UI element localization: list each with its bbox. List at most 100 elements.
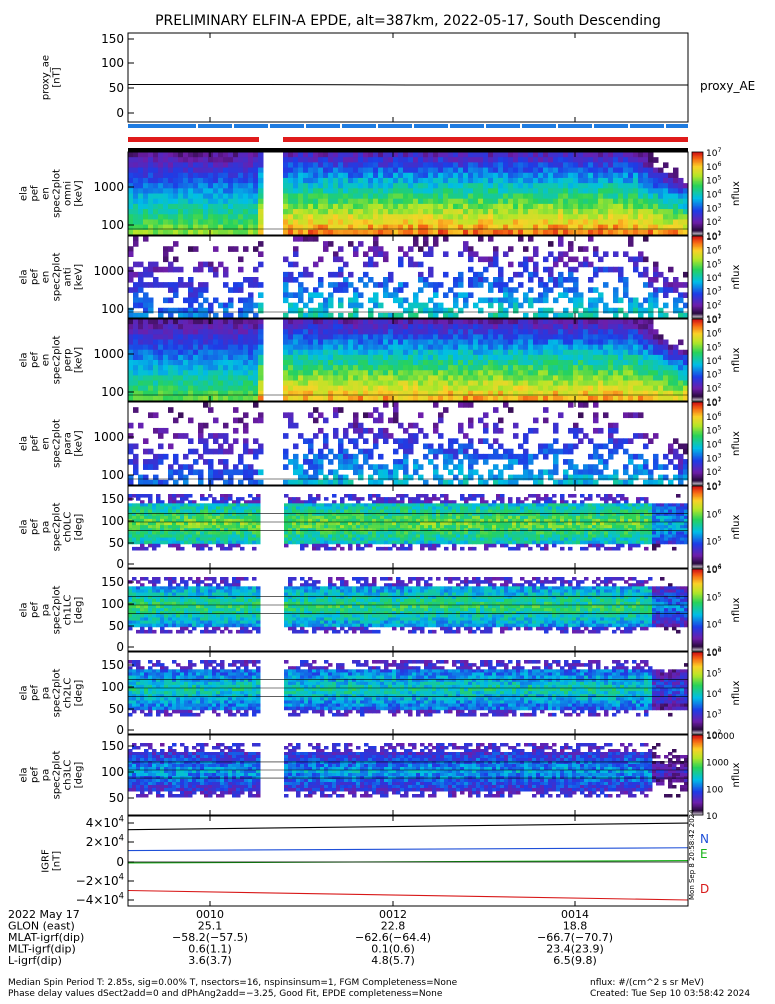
spectrogram-cell [298, 162, 304, 168]
spectrogram-cell [253, 282, 259, 288]
spectrogram-cell [388, 418, 394, 424]
spectrogram-cell [208, 370, 214, 376]
spectrogram-cell [513, 355, 519, 361]
spectrogram-cell [568, 241, 574, 247]
spectrogram-cell [253, 454, 259, 460]
spectrogram-cell [523, 381, 529, 387]
spectrogram-cell [463, 381, 469, 387]
spectrogram-cell [138, 303, 144, 309]
spectrogram-cell [563, 370, 569, 376]
spectrogram-cell [633, 183, 639, 189]
spectrogram-cell [203, 391, 209, 397]
spectrogram-cell [648, 350, 654, 356]
spectrogram-cell [313, 225, 319, 231]
spectrogram-cell [523, 340, 529, 346]
spectrogram-cell [253, 194, 259, 200]
spectrogram-cell [348, 194, 354, 200]
spectrogram-cell [358, 355, 364, 361]
spectrogram-cell [478, 319, 484, 325]
spectrogram-cell [353, 287, 359, 293]
epd-status-bar [128, 137, 259, 142]
spectrogram-cell [523, 355, 529, 361]
spectrogram-cell [198, 219, 204, 225]
spectrogram-cell [318, 412, 324, 418]
spectrogram-cell [323, 433, 329, 439]
spectrogram-cell [183, 168, 189, 174]
spectrogram-cell [308, 188, 314, 194]
spectrogram-cell [203, 365, 209, 371]
spectrogram-cell [523, 459, 529, 465]
spectrogram-cell [303, 272, 309, 278]
spectrogram-cell [478, 272, 484, 278]
spectrogram-cell [203, 381, 209, 387]
spectrogram-cell [393, 381, 399, 387]
spectrogram-cell [358, 219, 364, 225]
spectrogram-cell [133, 194, 139, 200]
spectrogram-cell [248, 319, 254, 325]
spectrogram-cell [223, 209, 229, 215]
spectrogram-cell [363, 183, 369, 189]
spectrogram-cell [213, 219, 219, 225]
spectrogram-cell [423, 324, 429, 330]
spectrogram-cell [223, 381, 229, 387]
spectrogram-cell [258, 324, 264, 330]
spectrogram-cell [198, 381, 204, 387]
spectrogram-cell [603, 355, 609, 361]
spectrogram-cell [633, 204, 639, 210]
spectrogram-cell [203, 350, 209, 356]
spectrogram-cell [308, 298, 314, 304]
spectrogram-cell [453, 225, 459, 231]
spectrogram-cell [148, 345, 154, 351]
spectrogram-cell [218, 469, 224, 475]
spectrogram-cell [648, 381, 654, 387]
spectrogram-cell [258, 173, 264, 179]
spectrogram-cell [458, 386, 464, 392]
spectrogram-cell [203, 340, 209, 346]
spectrogram-cell [548, 225, 554, 231]
spectrogram-cell [483, 370, 489, 376]
spectrogram-cell [363, 272, 369, 278]
spectrogram-cell [588, 464, 594, 470]
spectrogram-cell [173, 225, 179, 231]
spectrogram-cell [358, 423, 364, 429]
spectrogram-cell [258, 178, 264, 184]
spectrogram-cell [318, 188, 324, 194]
spectrogram-cell [133, 360, 139, 366]
spectrogram-cell [333, 350, 339, 356]
spectrogram-cell [658, 173, 664, 179]
spectrogram-cell [208, 345, 214, 351]
spectrogram-cell [288, 375, 294, 381]
spectrogram-cell [343, 277, 349, 283]
spectrogram-cell [208, 475, 214, 481]
spectrogram-cell [523, 334, 529, 340]
spectrogram-cell [138, 152, 144, 158]
spectrogram-cell [523, 225, 529, 231]
spectrogram-cell [548, 209, 554, 215]
spectrogram-cell [483, 204, 489, 210]
spectrogram-cell [528, 386, 534, 392]
spectrogram-cell [158, 459, 164, 465]
spectrogram-cell [383, 257, 389, 263]
spectrogram-cell [388, 386, 394, 392]
spectrogram-cell [133, 214, 139, 220]
spectrogram-cell [333, 251, 339, 257]
spectrogram-cell [663, 340, 669, 346]
spectrogram-cell [628, 199, 634, 205]
spectrogram-cell [478, 340, 484, 346]
spectrogram-cell [368, 308, 374, 314]
spectrogram-cell [458, 423, 464, 429]
spectrogram-cell [428, 204, 434, 210]
spectrogram-cell [373, 236, 379, 242]
spectrogram-cell [438, 152, 444, 158]
spectrogram-cell [303, 178, 309, 184]
spectrogram-cell [403, 188, 409, 194]
spectrogram-cell [473, 157, 479, 163]
spectrogram-cell [178, 345, 184, 351]
spectrogram-cell [488, 375, 494, 381]
spectrogram-cell [608, 214, 614, 220]
spectrogram-cell [433, 204, 439, 210]
spectrogram-cell [403, 444, 409, 450]
spectrogram-cell [598, 360, 604, 366]
spectrogram-cell [543, 355, 549, 361]
spectrogram-cell [413, 370, 419, 376]
